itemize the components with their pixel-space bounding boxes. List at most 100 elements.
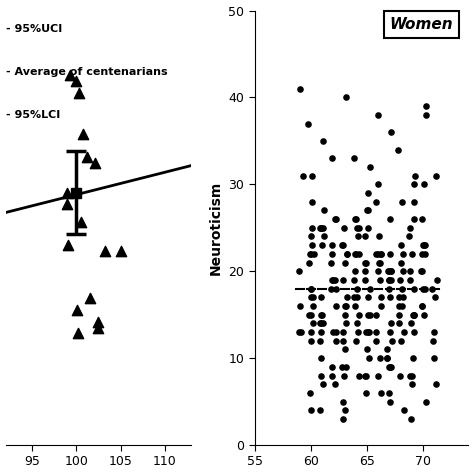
Point — [388, 319, 395, 327]
Point — [410, 311, 418, 319]
Point — [319, 137, 327, 145]
Point — [411, 172, 419, 180]
Point — [342, 94, 349, 101]
Point — [374, 111, 382, 118]
Point — [355, 250, 362, 258]
Point — [332, 215, 339, 223]
Point — [75, 89, 83, 97]
Point — [372, 337, 380, 345]
Point — [422, 111, 429, 118]
Point — [385, 389, 393, 397]
Point — [83, 154, 91, 161]
Point — [432, 172, 440, 180]
Point — [431, 293, 439, 301]
Point — [64, 189, 71, 196]
Point — [410, 285, 418, 292]
Point — [364, 346, 371, 353]
Point — [376, 259, 383, 266]
Point — [307, 311, 315, 319]
Point — [421, 241, 428, 249]
Point — [422, 250, 429, 258]
Point — [339, 276, 346, 284]
Point — [310, 293, 317, 301]
Point — [406, 224, 414, 232]
Point — [388, 267, 395, 275]
Point — [418, 250, 426, 258]
Point — [309, 224, 316, 232]
Point — [377, 302, 384, 310]
Point — [422, 102, 430, 110]
Point — [339, 415, 347, 423]
Point — [365, 355, 373, 362]
Point — [340, 372, 348, 379]
Point — [389, 337, 396, 345]
Point — [364, 311, 372, 319]
Point — [328, 250, 336, 258]
Point — [320, 233, 328, 240]
Point — [385, 267, 392, 275]
Point — [296, 328, 303, 336]
Point — [320, 207, 328, 214]
Point — [77, 218, 84, 226]
Point — [407, 267, 414, 275]
Point — [307, 285, 314, 292]
Point — [329, 328, 337, 336]
Point — [350, 276, 358, 284]
Point — [383, 346, 391, 353]
Point — [383, 355, 391, 362]
Point — [331, 215, 338, 223]
Point — [332, 337, 340, 345]
Point — [318, 224, 325, 232]
Point — [310, 319, 317, 327]
Point — [385, 276, 392, 284]
Point — [374, 372, 382, 379]
Point — [386, 363, 393, 371]
Point — [361, 267, 369, 275]
Point — [307, 285, 315, 292]
Point — [361, 372, 368, 379]
Point — [422, 398, 430, 405]
Point — [420, 241, 428, 249]
Point — [418, 267, 425, 275]
Point — [328, 259, 335, 266]
Point — [332, 302, 340, 310]
Point — [342, 363, 349, 371]
Point — [328, 241, 336, 249]
Point — [296, 302, 303, 310]
Point — [319, 224, 327, 232]
Point — [430, 328, 438, 336]
Point — [74, 330, 82, 337]
Point — [64, 201, 71, 208]
Point — [296, 85, 303, 92]
Point — [343, 250, 351, 258]
Point — [332, 328, 339, 336]
Point — [351, 250, 359, 258]
Point — [339, 398, 347, 405]
Point — [304, 120, 312, 128]
Point — [80, 130, 87, 137]
Point — [339, 328, 347, 336]
Point — [64, 242, 72, 249]
Point — [364, 293, 371, 301]
Text: - Average of centenarians: - Average of centenarians — [6, 67, 167, 77]
Point — [317, 224, 325, 232]
Point — [406, 372, 414, 379]
Point — [410, 215, 418, 223]
Point — [353, 293, 360, 301]
Point — [342, 407, 349, 414]
Point — [432, 381, 440, 388]
Point — [399, 198, 406, 206]
Point — [362, 259, 369, 266]
Point — [307, 328, 314, 336]
Point — [377, 389, 385, 397]
Point — [430, 355, 438, 362]
Point — [91, 159, 99, 167]
Point — [305, 311, 312, 319]
Point — [408, 372, 415, 379]
Point — [366, 163, 374, 171]
Point — [317, 328, 325, 336]
Point — [318, 241, 326, 249]
Point — [117, 247, 124, 255]
Point — [307, 337, 315, 345]
Point — [385, 285, 393, 292]
